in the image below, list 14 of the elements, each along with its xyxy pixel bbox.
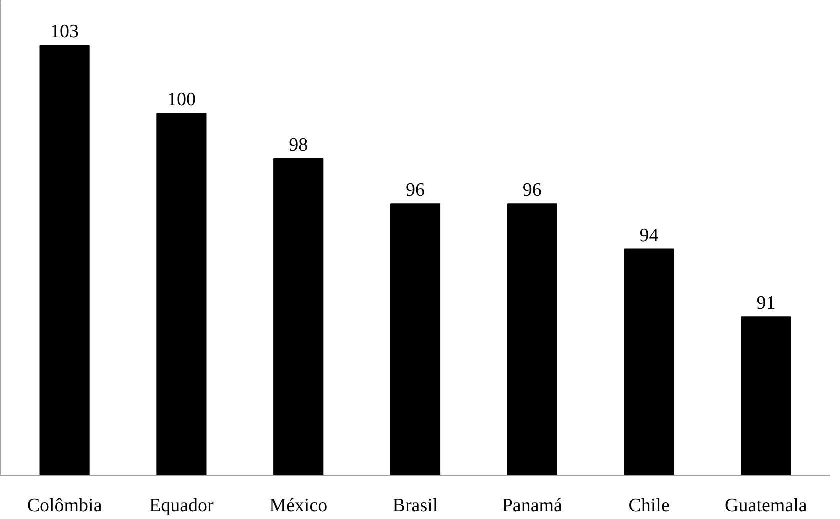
x-tick-label: Panamá	[502, 496, 564, 516]
x-tick-label: Brasil	[392, 496, 438, 516]
x-tick-label: Chile	[628, 496, 670, 516]
data-label: 94	[640, 225, 660, 246]
x-tick-label: México	[270, 496, 328, 516]
x-tick-label: Colômbia	[27, 496, 103, 516]
data-label: 96	[406, 180, 425, 202]
data-label: 103	[50, 22, 80, 43]
data-label: 100	[167, 90, 196, 111]
data-label: 98	[289, 134, 308, 156]
x-tick-label: Guatemala	[725, 496, 808, 516]
data-label: 96	[522, 180, 542, 202]
data-label: 91	[756, 293, 776, 314]
x-tick-label: Equador	[150, 496, 215, 516]
